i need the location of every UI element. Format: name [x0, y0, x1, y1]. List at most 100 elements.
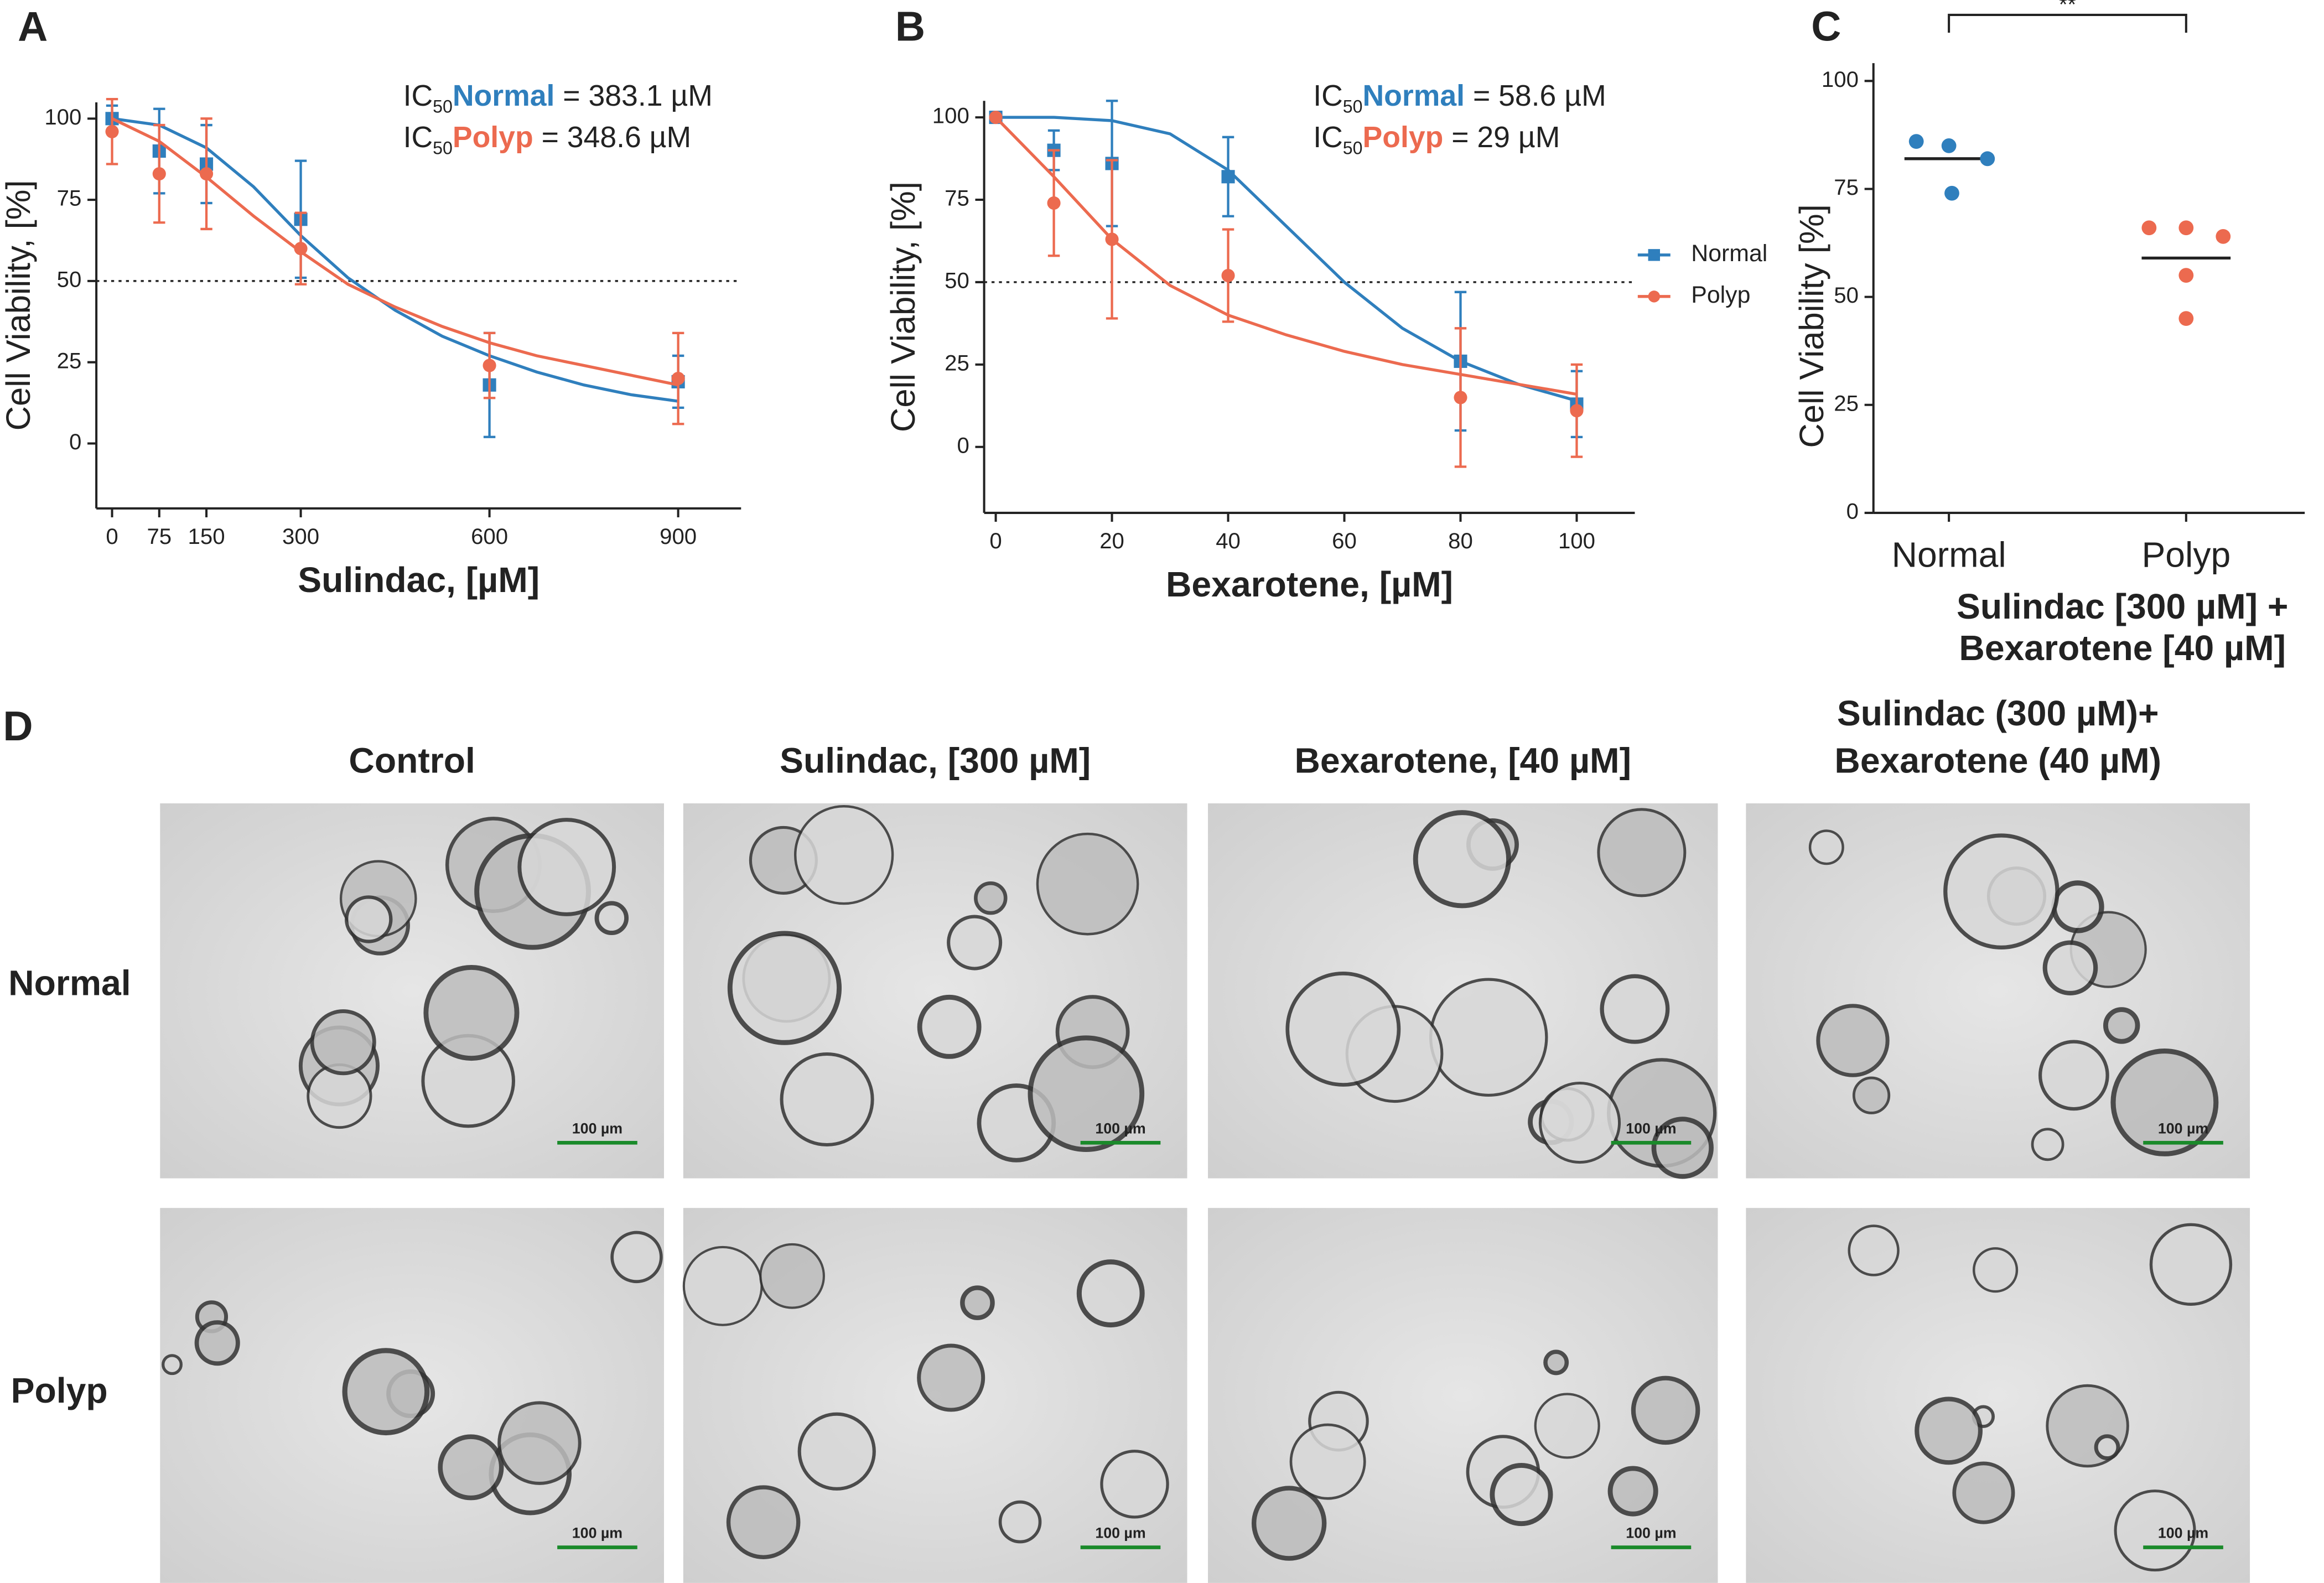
organoid [960, 1285, 995, 1320]
dot [2178, 220, 2194, 236]
row-label: Polyp [11, 1371, 108, 1410]
marker [1221, 170, 1235, 184]
annotation-value: = 383.1 µM [563, 80, 713, 112]
organoid [1429, 978, 1548, 1097]
dot [1941, 138, 1957, 153]
x-tick-label: 600 [471, 524, 508, 549]
organoid [1413, 810, 1512, 909]
organoid [1028, 1035, 1145, 1152]
annotation-prefix: IC [403, 121, 433, 154]
marker [105, 124, 119, 138]
annotation-subscript: 50 [433, 138, 453, 158]
marker [1047, 196, 1061, 210]
micrograph: 100 µm [160, 803, 664, 1179]
x-tick-label: 40 [1216, 528, 1241, 553]
significance-bracket [1948, 13, 2187, 33]
dot [2141, 220, 2157, 236]
annotation: IC50Normal = 58.6 µM [1313, 80, 1606, 117]
column-title: Bexarotene, [40 µM] [1295, 741, 1631, 781]
organoid [947, 915, 1003, 970]
column-title: Sulindac (300 µM)+ [1837, 693, 2159, 733]
organoid [2038, 1040, 2109, 1111]
scale-bar-label: 100 µm [572, 1525, 622, 1542]
x-tick-label: 0 [989, 528, 1002, 553]
legend-label: Normal [1691, 240, 1767, 267]
organoid [1972, 1247, 2019, 1293]
dot [1980, 151, 1995, 167]
annotation-value: = 58.6 µM [1473, 80, 1606, 112]
panel-letter: D [3, 703, 33, 749]
x-tick-label: 20 [1099, 528, 1124, 553]
micrograph: 100 µm [1208, 1208, 1718, 1583]
y-tick-label: 100 [44, 105, 81, 129]
organoid [342, 1348, 430, 1436]
annotation-subscript: 50 [433, 97, 453, 117]
micrograph: 100 µm [1746, 1208, 2250, 1583]
x-tick-label: Normal [1892, 534, 2006, 574]
annotation: IC50Polyp = 29 µM [1313, 121, 1560, 158]
organoid [1808, 829, 1844, 865]
organoid [1289, 1423, 1366, 1500]
organoid [682, 1245, 763, 1326]
marker [1454, 391, 1467, 404]
organoid [759, 1243, 825, 1309]
organoid [1651, 1117, 1714, 1179]
marker [1570, 404, 1584, 418]
organoid [345, 895, 393, 943]
organoid [1607, 1466, 1658, 1517]
micrograph: 100 µm [1746, 803, 2250, 1179]
marker [989, 111, 1003, 124]
y-axis-title: Cell Viability, [%] [884, 181, 922, 432]
annotation: IC50Normal = 383.1 µM [403, 80, 713, 117]
x-tick-label: 60 [1332, 528, 1357, 553]
organoid [610, 1231, 663, 1284]
annotation-value: = 348.6 µM [542, 121, 692, 154]
dot [1908, 134, 1924, 149]
organoid [1943, 833, 2060, 949]
y-tick-label: 50 [1834, 283, 1859, 308]
micrograph: 100 µm [1208, 803, 1718, 1179]
organoid [423, 964, 520, 1061]
x-axis-title: Bexarotene [40 µM] [1959, 628, 2286, 668]
x-tick-label: 75 [147, 524, 172, 549]
dot [1944, 185, 1959, 201]
organoid [1631, 1376, 1700, 1445]
annotation-name: Normal [453, 80, 555, 112]
y-tick-label: 50 [57, 267, 82, 292]
organoid [2103, 1007, 2140, 1044]
scale-bar-label: 100 µm [2158, 1120, 2208, 1136]
organoid [1490, 1463, 1553, 1527]
organoid [1076, 1259, 1145, 1328]
micrograph: 100 µm [682, 1208, 1187, 1583]
organoid [726, 1485, 801, 1560]
organoid [974, 881, 1008, 915]
fit-curve [995, 116, 1578, 402]
marker [483, 359, 496, 372]
organoid [2031, 1128, 2064, 1161]
row-label: Normal [8, 963, 131, 1003]
x-tick-label: Polyp [2141, 534, 2230, 574]
organoid [1036, 832, 1139, 936]
annotation: IC50Polyp = 348.6 µM [403, 121, 692, 158]
organoid [2114, 1489, 2196, 1572]
panel-letter: A [18, 3, 48, 50]
scale-bar-label: 100 µm [1095, 1120, 1145, 1136]
y-tick-label: 25 [1834, 391, 1859, 416]
marker [1221, 268, 1235, 283]
organoid [1538, 1081, 1621, 1164]
organoid [1816, 1004, 1890, 1077]
organoid [1534, 1393, 1600, 1459]
scale-bar-label: 100 µm [1626, 1525, 1676, 1542]
y-tick-label: 75 [945, 186, 969, 211]
x-tick-label: 300 [282, 524, 319, 549]
x-tick-label: 0 [106, 524, 118, 549]
annotation-value: = 29 µM [1451, 121, 1560, 154]
scale-bar-label: 100 µm [2158, 1525, 2208, 1542]
x-axis-title: Sulindac [300 µM] + [1957, 587, 2289, 626]
x-axis-title: Bexarotene, [µM] [1166, 564, 1453, 604]
organoid [2094, 1434, 2120, 1460]
organoid [194, 1320, 240, 1366]
scale-bar-label: 100 µm [572, 1120, 622, 1136]
organoid [594, 901, 629, 935]
